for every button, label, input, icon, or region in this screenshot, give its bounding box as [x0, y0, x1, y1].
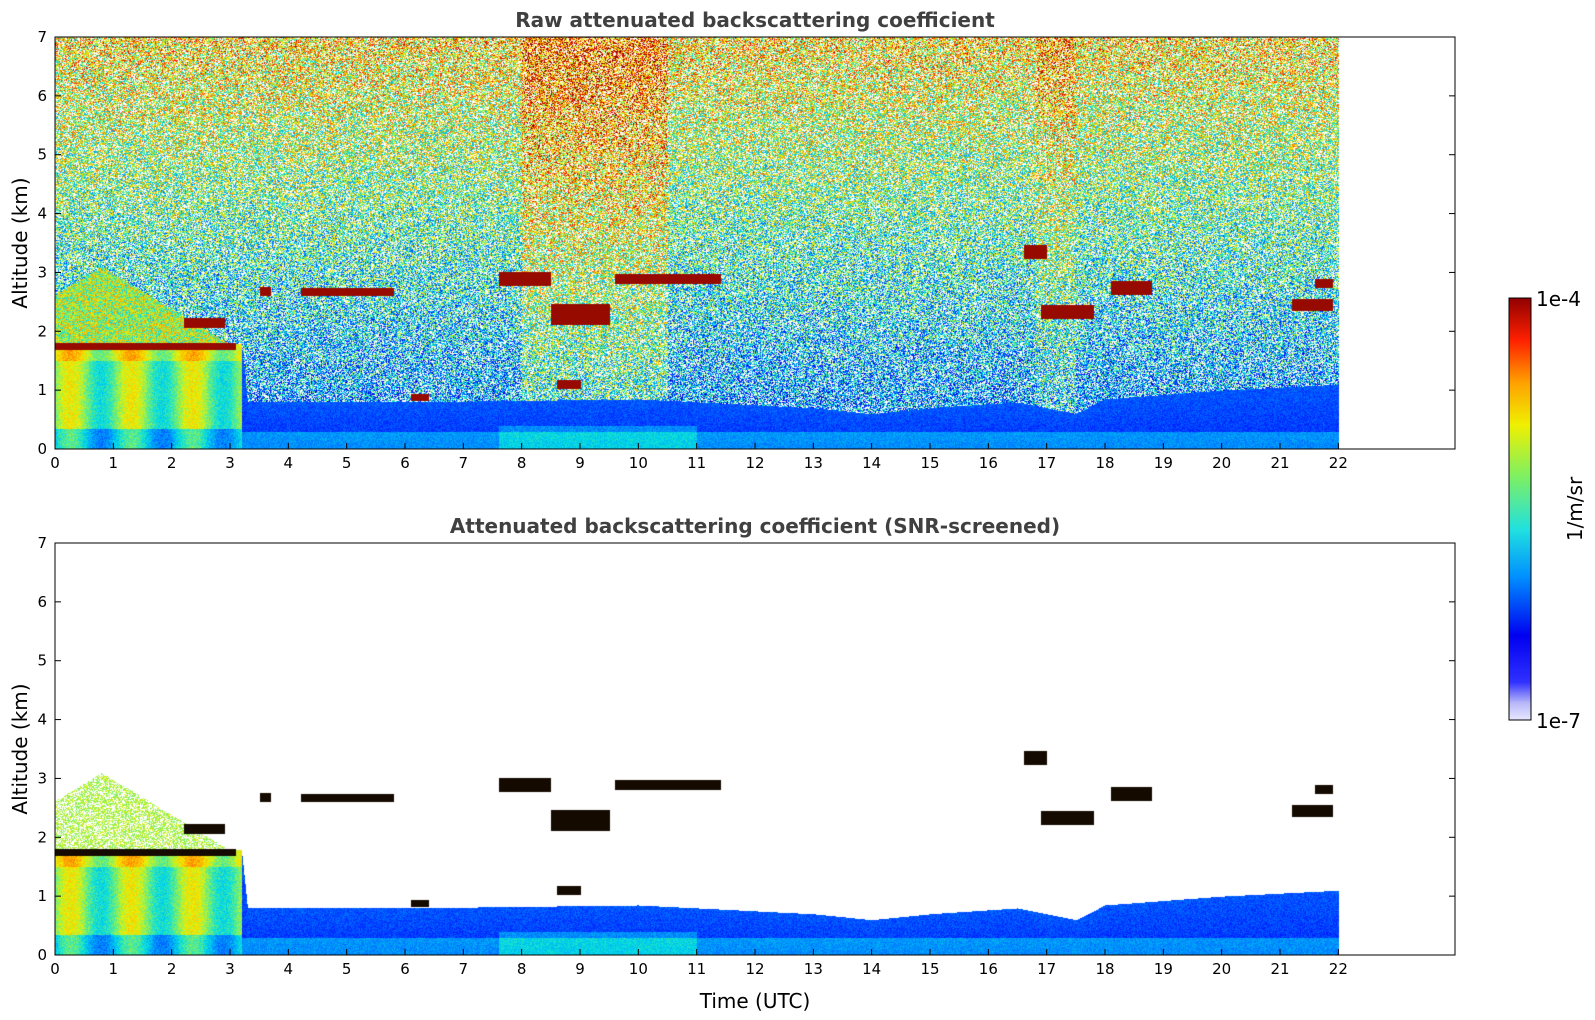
colorbar-max-label: 1e-4 [1536, 287, 1581, 311]
x-tick-label: 21 [1270, 454, 1289, 472]
y-tick-label: 6 [37, 593, 47, 611]
y-tick-label: 6 [37, 87, 47, 105]
x-tick-label: 14 [862, 960, 881, 978]
x-tick-label: 6 [400, 454, 410, 472]
x-tick-label: 3 [225, 454, 235, 472]
x-tick-label: 20 [1212, 960, 1231, 978]
colorbar-gradient [1508, 297, 1532, 721]
x-tick-label: 3 [225, 960, 235, 978]
x-tick-label: 9 [575, 454, 585, 472]
x-axis-ticks: 0 1 2 3 4 5 6 7 8 9 10 11 12 13 14 15 16 17 18 19 20 21 22 [50, 443, 1348, 472]
x-tick-label: 12 [745, 960, 764, 978]
heatmap-area [55, 37, 1455, 449]
y-axis-label: Altitude (km) [8, 683, 32, 814]
y-axis-ticks: 0 1 2 3 4 5 6 7 [37, 28, 1455, 458]
x-tick-label: 19 [1154, 454, 1173, 472]
x-tick-label: 12 [745, 454, 764, 472]
y-tick-label: 3 [37, 769, 47, 787]
y-tick-label: 2 [37, 322, 47, 340]
x-axis-label: Time (UTC) [699, 989, 811, 1013]
colorbar: 1e-4 1e-7 1/m/sr [1508, 287, 1587, 733]
x-tick-label: 11 [687, 960, 706, 978]
screened-backscatter-panel: Attenuated backscattering coefficient (S… [8, 514, 1456, 1013]
x-tick-label: 19 [1154, 960, 1173, 978]
x-tick-label: 4 [284, 454, 294, 472]
x-tick-label: 9 [575, 960, 585, 978]
x-tick-label: 18 [1095, 960, 1114, 978]
y-tick-label: 3 [37, 263, 47, 281]
x-tick-label: 15 [920, 960, 939, 978]
y-tick-label: 0 [37, 440, 47, 458]
x-tick-label: 2 [167, 960, 177, 978]
x-tick-label: 1 [109, 454, 119, 472]
colorbar-unit-label: 1/m/sr [1563, 476, 1587, 541]
x-tick-label: 7 [459, 960, 469, 978]
x-tick-label: 13 [804, 454, 823, 472]
x-tick-label: 17 [1037, 454, 1056, 472]
x-tick-label: 20 [1212, 454, 1231, 472]
y-tick-label: 7 [37, 534, 47, 552]
y-tick-label: 2 [37, 828, 47, 846]
y-tick-label: 7 [37, 28, 47, 46]
x-axis-ticks: 0 1 2 3 4 5 6 7 8 9 10 11 12 13 14 15 16 17 18 19 20 21 22 [50, 949, 1348, 978]
x-tick-label: 22 [1329, 454, 1348, 472]
x-tick-label: 5 [342, 960, 352, 978]
x-tick-label: 11 [687, 454, 706, 472]
x-tick-label: 15 [920, 454, 939, 472]
x-tick-label: 18 [1095, 454, 1114, 472]
y-tick-label: 5 [37, 146, 47, 164]
x-tick-label: 5 [342, 454, 352, 472]
raw-backscatter-panel: Raw attenuated backscattering coefficien… [8, 8, 1456, 472]
y-axis-ticks: 0 1 2 3 4 5 6 7 [37, 534, 1455, 964]
x-tick-label: 7 [459, 454, 469, 472]
x-tick-label: 21 [1270, 960, 1289, 978]
y-tick-label: 5 [37, 652, 47, 670]
x-tick-label: 4 [284, 960, 294, 978]
x-tick-label: 8 [517, 960, 527, 978]
panel-title: Raw attenuated backscattering coefficien… [515, 8, 995, 32]
x-tick-label: 13 [804, 960, 823, 978]
x-tick-label: 6 [400, 960, 410, 978]
y-tick-label: 1 [37, 887, 47, 905]
y-tick-label: 1 [37, 381, 47, 399]
y-tick-label: 4 [37, 205, 47, 223]
x-tick-label: 2 [167, 454, 177, 472]
x-tick-label: 16 [979, 960, 998, 978]
x-tick-label: 14 [862, 454, 881, 472]
y-tick-label: 0 [37, 946, 47, 964]
x-tick-label: 1 [109, 960, 119, 978]
x-tick-label: 10 [629, 960, 648, 978]
panel-title: Attenuated backscattering coefficient (S… [450, 514, 1060, 538]
y-tick-label: 4 [37, 711, 47, 729]
x-tick-label: 10 [629, 454, 648, 472]
x-tick-label: 8 [517, 454, 527, 472]
x-tick-label: 0 [50, 454, 60, 472]
colorbar-min-label: 1e-7 [1536, 709, 1581, 733]
x-tick-label: 22 [1329, 960, 1348, 978]
y-axis-label: Altitude (km) [8, 177, 32, 308]
heatmap-area [55, 543, 1455, 955]
x-tick-label: 16 [979, 454, 998, 472]
x-tick-label: 0 [50, 960, 60, 978]
x-tick-label: 17 [1037, 960, 1056, 978]
